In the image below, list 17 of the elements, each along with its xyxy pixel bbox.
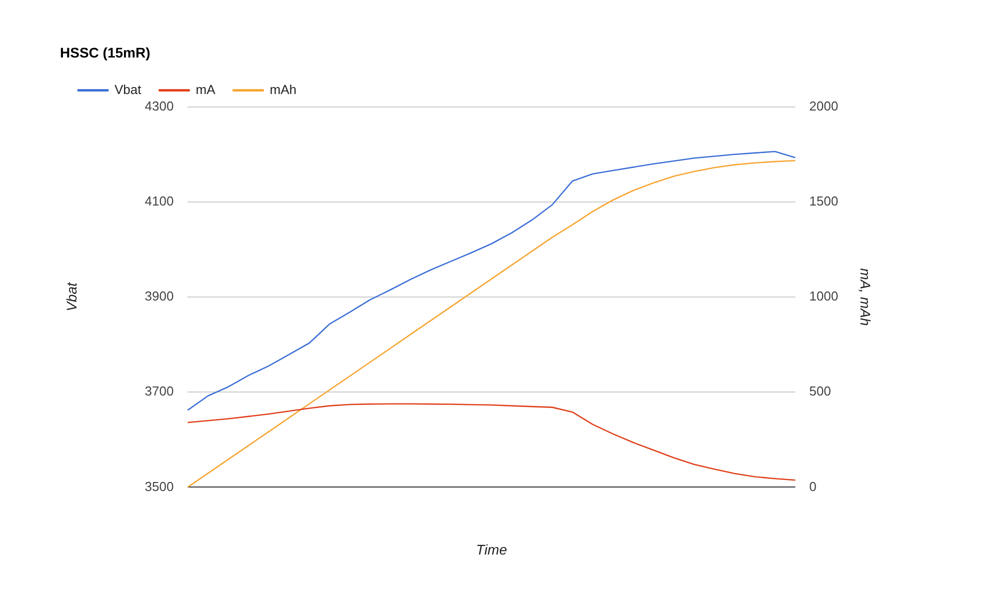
y2-tick-label: 1500 bbox=[809, 193, 838, 208]
legend-label: Vbat bbox=[114, 82, 142, 97]
y2-tick-label: 500 bbox=[809, 384, 831, 399]
y-tick-label: 4100 bbox=[144, 193, 174, 208]
y-axis-title: Vbat bbox=[63, 281, 80, 312]
legend-label: mAh bbox=[270, 82, 296, 97]
y2-tick-label: 2000 bbox=[809, 98, 838, 114]
x-axis-title: Time bbox=[476, 541, 508, 558]
y-tick-label: 3500 bbox=[144, 478, 174, 494]
chart-title: HSSC (15mR) bbox=[60, 44, 150, 60]
y-tick-label: 4300 bbox=[144, 98, 174, 114]
y2-tick-label: 1000 bbox=[809, 288, 838, 304]
y-tick-label: 3900 bbox=[144, 288, 174, 304]
y2-tick-label: 0 bbox=[809, 478, 817, 494]
y2-axis-title: mA, mAh bbox=[858, 268, 874, 326]
legend-label: mA bbox=[196, 82, 216, 97]
y-tick-label: 3700 bbox=[144, 384, 174, 399]
